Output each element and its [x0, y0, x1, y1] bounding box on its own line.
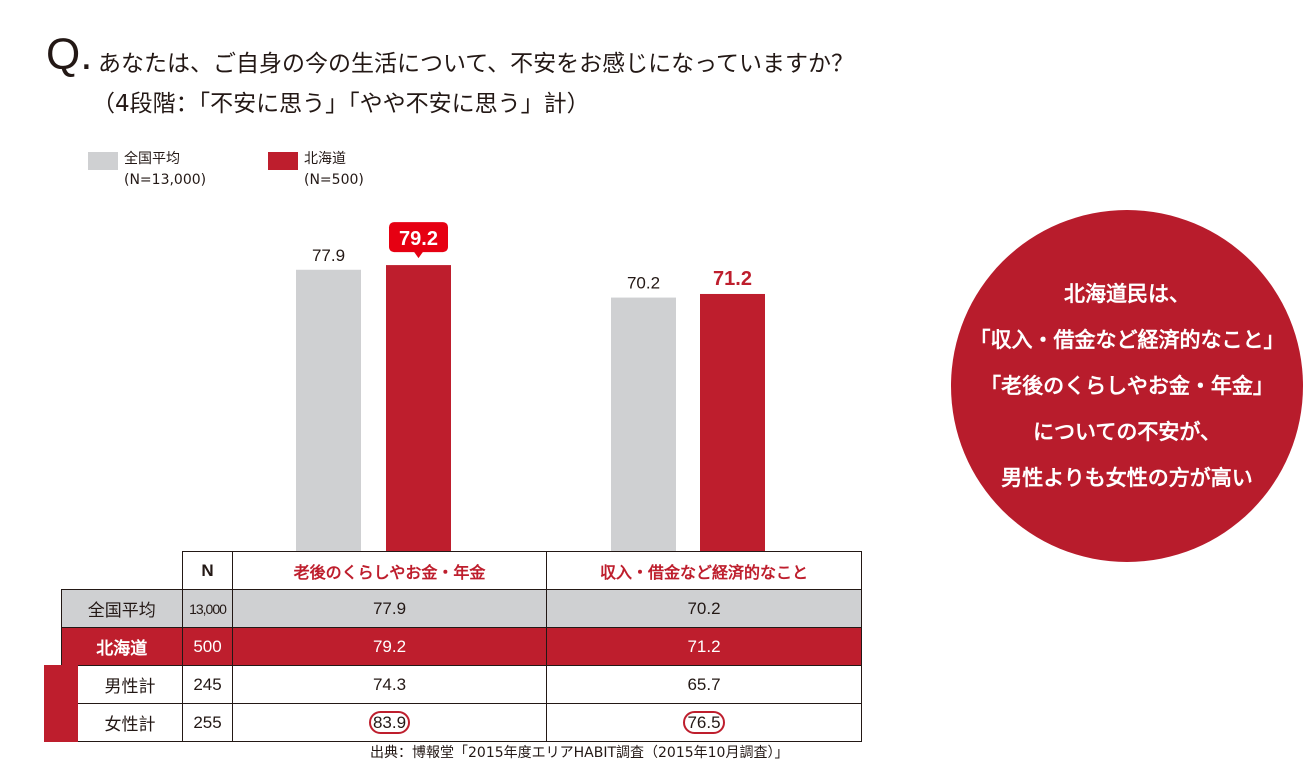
- data-label: 79.2: [399, 228, 438, 250]
- highlight-circle: 83.9: [368, 710, 411, 734]
- data-label: 70.2: [627, 274, 660, 293]
- callout-circle: 北海道民は、 「収入・借金など経済的なこと」 「老後のくらしやお金・年金」 についての…: [951, 210, 1303, 562]
- bar: [700, 293, 765, 551]
- data-label: 71.2: [713, 268, 752, 290]
- question-text: あなたは、ご自身の今の生活について、不安をお感じになっていますか？: [98, 51, 855, 77]
- legend-swatch-hokkaido: [268, 152, 298, 170]
- bar: [611, 297, 676, 551]
- question-mark: Q.: [46, 30, 93, 79]
- n-header: N: [182, 551, 233, 590]
- question-subtext: （4段階：「不安に思う」「やや不安に思う」計）: [92, 91, 590, 117]
- bar: [296, 269, 361, 551]
- badge-pointer: [413, 251, 424, 259]
- legend-national: 全国平均 (N=13,000): [124, 151, 207, 188]
- table-row: 全国平均 13,000 77.9 70.2: [60, 589, 862, 628]
- legend-swatch-national: [88, 152, 118, 170]
- data-label: 77.9: [312, 246, 345, 265]
- col-header: 老後のくらしやお金・年金: [232, 551, 547, 590]
- table-row: 北海道 500 79.2 71.2: [60, 627, 862, 666]
- value-badge: [389, 222, 448, 253]
- table-row: 女性計 255 83.9 76.5: [44, 703, 862, 742]
- highlight-circle: 76.5: [683, 710, 725, 734]
- table-row: 男性計 245 74.3 65.7: [44, 665, 862, 704]
- data-table: N 老後のくらしやお金・年金 収入・借金など経済的なこと 全国平均 13,000 77.…: [44, 551, 862, 742]
- source-note: 出典：博報堂「2015年度エリアHABIT調査（2015年10月調査）」: [370, 745, 789, 761]
- col-header: 収入・借金など経済的なこと: [546, 551, 862, 590]
- legend-hokkaido: 北海道 (N=500): [304, 151, 364, 188]
- bar: [386, 265, 451, 551]
